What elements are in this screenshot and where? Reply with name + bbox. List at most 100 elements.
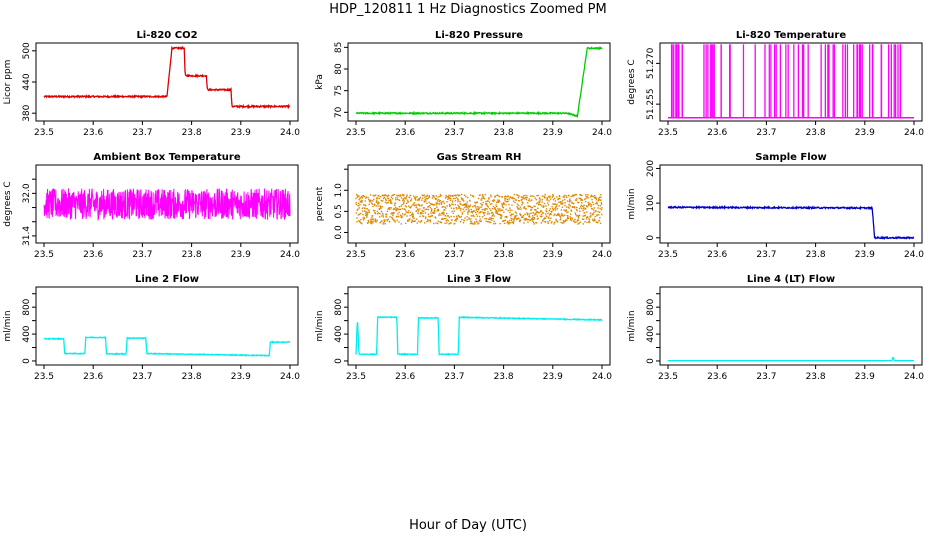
data-point	[470, 211, 472, 213]
data-point	[517, 194, 519, 196]
data-point	[565, 209, 567, 211]
data-point	[545, 208, 548, 210]
data-point	[535, 209, 537, 211]
data-point	[471, 210, 473, 213]
data-point	[461, 218, 463, 221]
data-point	[511, 196, 514, 199]
data-point	[469, 220, 472, 222]
data-point	[442, 200, 445, 203]
data-point	[552, 198, 555, 201]
data-point	[554, 209, 557, 211]
data-point	[503, 202, 505, 205]
data-point	[466, 216, 468, 218]
data-point	[493, 208, 496, 210]
data-point	[485, 207, 487, 210]
x-tick-label: 23.7	[132, 372, 152, 382]
data-point	[376, 210, 378, 213]
data-point	[426, 202, 428, 204]
data-point	[462, 199, 464, 201]
data-point	[451, 201, 454, 203]
data-point	[491, 215, 493, 217]
data-point	[404, 209, 407, 211]
data-point	[374, 219, 377, 221]
data-point	[525, 217, 527, 220]
y-tick-label: 31.4	[22, 226, 32, 246]
y-tick-label: 200	[646, 160, 656, 177]
data-point	[405, 206, 408, 208]
data-point	[406, 211, 408, 214]
data-point	[453, 207, 455, 210]
data-point	[470, 218, 472, 220]
data-point	[441, 206, 443, 208]
data-point	[518, 200, 520, 202]
plot-frame	[35, 286, 299, 366]
data-point	[558, 201, 560, 203]
data-point	[440, 214, 442, 216]
data-point	[359, 221, 361, 224]
data-point	[577, 201, 579, 204]
data-point	[420, 211, 423, 214]
y-tick-label: 800	[334, 298, 344, 315]
data-point	[448, 203, 451, 206]
data-point	[367, 222, 369, 224]
data-point	[510, 197, 512, 199]
data-point	[368, 221, 370, 223]
data-point	[360, 195, 363, 198]
data-point	[541, 215, 543, 218]
data-point	[479, 194, 481, 196]
data-point	[553, 208, 555, 211]
data-point	[452, 195, 454, 197]
data-point	[510, 215, 512, 217]
data-point	[418, 198, 420, 200]
data-point	[565, 206, 568, 208]
x-tick-label: 24.0	[592, 372, 612, 382]
data-point	[383, 196, 386, 199]
data-point	[522, 214, 525, 217]
data-point	[443, 213, 445, 216]
series-0	[43, 45, 291, 110]
data-point	[438, 200, 440, 203]
data-point	[432, 204, 435, 206]
plot-frame	[659, 164, 923, 244]
data-point	[400, 197, 403, 199]
data-point	[529, 216, 531, 218]
data-point	[581, 218, 584, 220]
data-point	[396, 207, 398, 210]
y-axis-label: ml/min	[627, 188, 637, 219]
data-point	[465, 195, 467, 198]
data-point	[394, 208, 396, 210]
data-point	[573, 194, 575, 196]
data-point	[496, 194, 499, 196]
data-point	[521, 199, 523, 201]
series-line	[355, 315, 603, 357]
data-point	[546, 197, 549, 200]
data-point	[365, 211, 367, 213]
data-point	[566, 196, 568, 199]
data-point	[435, 222, 437, 224]
data-point	[359, 220, 361, 222]
data-point	[381, 212, 384, 215]
panel-title: Li-820 Temperature	[736, 30, 846, 41]
data-point	[499, 213, 502, 216]
data-point	[576, 206, 578, 209]
data-point	[396, 219, 398, 221]
data-point	[473, 215, 475, 218]
data-point	[371, 215, 373, 217]
data-point	[398, 211, 400, 214]
data-point	[483, 198, 486, 200]
data-point	[460, 209, 462, 212]
data-point	[400, 195, 402, 197]
data-point	[484, 217, 486, 220]
data-point	[548, 200, 550, 202]
data-point	[548, 216, 550, 218]
data-point	[522, 198, 524, 200]
data-point	[460, 215, 462, 218]
data-point	[510, 219, 513, 222]
data-point	[388, 199, 390, 202]
data-point	[411, 214, 413, 216]
data-point	[430, 203, 432, 205]
data-point	[382, 197, 385, 200]
x-tick-label: 23.9	[855, 250, 875, 260]
data-point	[600, 196, 602, 198]
data-point	[395, 197, 397, 199]
